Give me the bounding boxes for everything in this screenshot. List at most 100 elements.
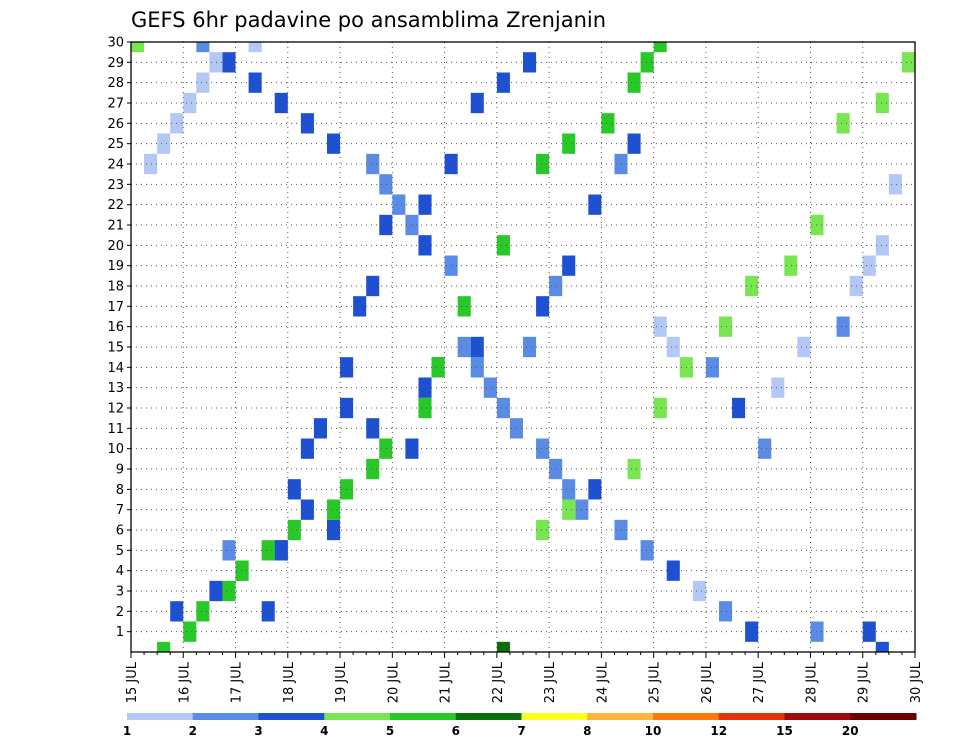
- x-tick-label: 29 JUL: [857, 661, 872, 703]
- precip-cell: [758, 438, 772, 459]
- colorbar-segment: [521, 713, 588, 720]
- precip-cell: [562, 255, 576, 276]
- y-tick-label: 6: [116, 524, 124, 539]
- precip-cell: [418, 235, 432, 256]
- precip-cell: [327, 133, 341, 154]
- precip-cell: [379, 174, 393, 195]
- precip-cell: [862, 621, 876, 642]
- colorbar-label: 12: [710, 724, 727, 738]
- precip-cell: [157, 133, 171, 154]
- chart-title: GEFS 6hr padavine po ansamblima Zrenjani…: [131, 8, 606, 32]
- precip-cell: [379, 214, 393, 236]
- precip-cell: [196, 601, 210, 622]
- y-tick-label: 29: [107, 56, 124, 71]
- precip-cell: [627, 458, 641, 480]
- precip-cell: [562, 499, 576, 520]
- precip-cell: [261, 540, 275, 561]
- precip-cell: [810, 214, 824, 236]
- grid-lines: [131, 42, 915, 652]
- precip-cell: [888, 174, 902, 195]
- precip-cell: [470, 92, 484, 114]
- precip-cell: [327, 519, 341, 541]
- y-tick-label: 17: [107, 300, 124, 315]
- y-tick-label: 5: [116, 544, 124, 559]
- precip-cell: [196, 72, 210, 93]
- precip-cell: [771, 377, 785, 398]
- colorbar-segment: [850, 713, 917, 720]
- y-tick-label: 21: [107, 219, 124, 234]
- x-tick-label: 28 JUL: [804, 661, 819, 703]
- precip-cell: [366, 418, 380, 439]
- x-tick-label: 16 JUL: [177, 661, 192, 703]
- x-tick-label: 21 JUL: [439, 661, 454, 703]
- precip-cell: [536, 438, 550, 459]
- precip-cell: [810, 621, 824, 642]
- precip-cell: [470, 336, 484, 358]
- precip-cell: [862, 255, 876, 276]
- precip-cell: [209, 52, 223, 73]
- precip-cell: [496, 72, 510, 93]
- precip-cell: [183, 92, 197, 114]
- precip-cell: [901, 52, 915, 73]
- y-tick-label: 7: [116, 503, 124, 518]
- precip-cell: [457, 336, 471, 358]
- y-tick-label: 8: [116, 483, 124, 498]
- precip-cell: [640, 540, 654, 561]
- precip-cell: [653, 397, 667, 419]
- precip-cell: [287, 479, 301, 500]
- colorbar-label: 7: [517, 724, 525, 738]
- y-tick-label: 19: [107, 259, 124, 274]
- precip-cell: [562, 133, 576, 154]
- precip-cell: [588, 194, 602, 215]
- precip-cell: [431, 357, 445, 378]
- colorbar-label: 6: [452, 724, 460, 738]
- precip-cell: [562, 479, 576, 500]
- precip-cell: [366, 458, 380, 480]
- precip-cell: [496, 641, 510, 652]
- precip-cell: [719, 316, 733, 337]
- colorbar: 1 2 3 4 5 6 7 8 10 12 15 20: [123, 713, 917, 738]
- data-cells: [131, 42, 915, 652]
- y-tick-label: 14: [107, 361, 124, 376]
- x-tick-label: 23 JUL: [543, 661, 558, 703]
- precip-cell: [222, 52, 236, 73]
- precip-cell: [666, 336, 680, 358]
- precip-cell: [470, 357, 484, 378]
- precip-cell: [536, 519, 550, 541]
- x-axis: 15 JUL 16 JUL 17 JUL 18 JUL 19 JUL 20 JUL 21 J…: [125, 652, 924, 703]
- colorbar-segment: [192, 713, 259, 720]
- precip-cell: [836, 316, 850, 337]
- precip-cell: [836, 113, 850, 134]
- y-tick-label: 1: [116, 625, 124, 640]
- precip-cell: [719, 601, 733, 622]
- y-tick-label: 2: [116, 605, 124, 620]
- precip-cell: [483, 377, 497, 398]
- precip-cell: [666, 560, 680, 581]
- precip-cell: [601, 113, 615, 134]
- precip-cell: [300, 113, 314, 134]
- x-tick-label: 20 JUL: [386, 661, 401, 703]
- precip-cell: [875, 641, 889, 652]
- precip-cell: [588, 479, 602, 500]
- precip-cell: [248, 42, 262, 53]
- precip-cell: [144, 153, 158, 175]
- precip-cell: [523, 336, 537, 358]
- x-tick-label: 19 JUL: [334, 661, 349, 703]
- precip-cell: [222, 580, 236, 602]
- y-tick-label: 10: [107, 442, 124, 457]
- colorbar-segment: [258, 713, 325, 720]
- y-tick-label: 3: [116, 585, 124, 600]
- precip-cell: [705, 357, 719, 378]
- precip-cell: [457, 296, 471, 317]
- precip-cell: [797, 336, 811, 358]
- y-tick-label: 16: [107, 320, 124, 335]
- y-tick-label: 24: [107, 158, 124, 173]
- colorbar-segment: [455, 713, 522, 720]
- x-tick-label: 22 JUL: [491, 661, 506, 703]
- precip-cell: [640, 52, 654, 73]
- y-tick-label: 15: [107, 341, 124, 356]
- y-tick-label: 20: [107, 239, 124, 254]
- precip-cell: [732, 397, 746, 419]
- precip-cell: [131, 42, 145, 53]
